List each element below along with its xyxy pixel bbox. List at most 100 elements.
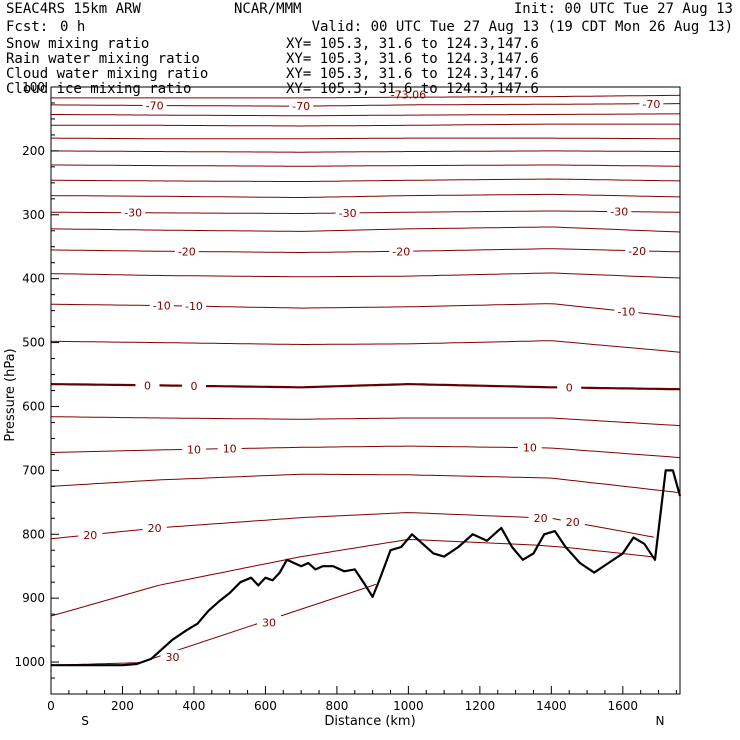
contour-label-bg: [257, 615, 282, 629]
legend-label-cloud-ice: Cloud ice mixing ratio: [6, 81, 191, 97]
x-tick-label: 0: [47, 699, 55, 713]
contour-label: -70: [292, 100, 310, 113]
header-fcst-value: 0 h: [60, 19, 85, 35]
header-valid: Valid: 00 UTC Tue 27 Aug 13 (19 CDT Mon …: [312, 19, 733, 35]
contour-label-bg: [142, 98, 167, 112]
header-fcst-label: Fcst:: [6, 19, 48, 35]
isotherm-line: [51, 164, 680, 167]
contour-label: 30: [262, 616, 276, 629]
contour-label: -30: [610, 206, 628, 219]
isotherm-line: [51, 94, 681, 99]
contour-label-bg: [121, 205, 146, 219]
y-tick-label: 300: [22, 208, 45, 222]
legend-xy-cloud-water: XY= 105.3, 31.6 to 124.3,147.6: [286, 66, 539, 82]
contour-label: -10: [185, 300, 203, 313]
x-tick-label: 200: [111, 699, 134, 713]
x-tick-label: 1400: [536, 699, 567, 713]
contour-label: -30: [339, 207, 357, 220]
x-axis-label: Distance (km): [324, 714, 415, 729]
y-tick-label: 100: [22, 80, 45, 94]
header-org: NCAR/MMM: [234, 1, 301, 17]
contour-label: -70: [146, 100, 164, 113]
isotherm-line: [51, 150, 680, 153]
x-tick-label: 1200: [465, 699, 496, 713]
isotherm-line: [50, 340, 681, 353]
legend-xy-snow: XY= 105.3, 31.6 to 124.3,147.6: [286, 36, 539, 52]
isotherm-line: [51, 137, 681, 140]
isotherm-line: [50, 416, 681, 427]
contour-label: 10: [523, 442, 537, 455]
legend-label-snow: Snow mixing ratio: [6, 36, 149, 52]
x-tick-label: 600: [254, 699, 277, 713]
contour-label: -20: [178, 245, 196, 258]
isotherm-line: [50, 248, 681, 253]
legend-xy-cloud-ice: XY= 105.3, 31.6 to 124.3,147.6: [286, 81, 539, 97]
contour-label: -30: [124, 207, 142, 220]
contour-label: -20: [392, 245, 410, 258]
y-tick-label: 900: [22, 591, 45, 605]
contour-labels: -70 -70 -70 -30 -30 -30 -20 -20 -20 -10 -10 -10 0 0 0 1…: [78, 89, 664, 664]
contour-label-bg: [149, 298, 174, 312]
isotherm-line: [50, 583, 377, 666]
plot-area: -70 -70 -70 -30 -30 -30 -20 -20 -20 -10 -10 -10 0 0 0 1…: [14, 80, 682, 713]
header-init: Init: 00 UTC Tue 27 Aug 13: [514, 1, 733, 17]
isotherm-line: [50, 303, 681, 318]
contour-label: 20: [148, 522, 162, 535]
contour-label-bg: [560, 515, 585, 529]
isotherm-line: [50, 272, 681, 279]
field-legend: Snow mixing ratio XY= 105.3, 31.6 to 124…: [6, 36, 539, 97]
contour-label-bg: [135, 378, 160, 392]
contour-label-bg: [607, 204, 632, 218]
contour-label-bg: [181, 299, 206, 313]
contour-label: 0: [144, 379, 151, 392]
isotherm-line: [51, 113, 681, 117]
isotherm-line: [51, 123, 680, 127]
y-tick-label: 1000: [14, 655, 45, 669]
contour-label-bg: [78, 527, 103, 541]
y-tick-label: 700: [22, 463, 45, 477]
x-tick-label: 1000: [393, 699, 424, 713]
contour-label: -70: [642, 98, 660, 111]
contour-label: 20: [534, 512, 548, 525]
contour-label-bg: [289, 99, 314, 113]
contour-label-bg: [389, 244, 414, 258]
y-tick-label: 200: [22, 144, 45, 158]
y-axis-label: Pressure (hPa): [3, 348, 18, 441]
y-tick-label: 400: [22, 272, 45, 286]
contour-label: 0: [566, 382, 573, 395]
isotherm-line: [50, 226, 681, 233]
contour-label-bg: [625, 243, 650, 257]
contour-label: 0: [190, 380, 197, 393]
contour-label-bg: [335, 205, 360, 219]
x-tick-label: 400: [183, 699, 206, 713]
contour-label: 10: [223, 443, 237, 456]
legend-label-rain: Rain water mixing ratio: [6, 51, 200, 67]
north-label: N: [656, 714, 665, 728]
isotherm-line: [50, 210, 680, 214]
contour-label: -10: [617, 305, 635, 318]
terrain-line: [51, 469, 682, 667]
isotherm-contours: [50, 94, 681, 666]
isotherm-line: [50, 193, 681, 198]
y-tick-label: 600: [22, 399, 45, 413]
isotherm-line: [50, 473, 681, 494]
legend-xy-rain: XY= 105.3, 31.6 to 124.3,147.6: [286, 51, 539, 67]
contour-label: 10: [187, 443, 201, 456]
contour-label-bg: [181, 378, 206, 392]
contour-label-bg: [528, 510, 553, 524]
contour-label-bg: [174, 244, 199, 258]
contour-label: 20: [83, 529, 97, 542]
terrain-profile: [51, 469, 682, 667]
legend-label-cloud-water: Cloud water mixing ratio: [6, 66, 208, 82]
contour-label-bg: [142, 521, 167, 535]
x-tick-label: 1600: [608, 699, 639, 713]
isotherm-line: [51, 178, 681, 182]
header-model: SEAC4RS 15km ARW: [6, 1, 141, 17]
contour-label: -20: [628, 245, 646, 258]
contour-label-bg: [614, 304, 639, 318]
x-tick-label: 800: [325, 699, 348, 713]
y-tick-label: 500: [22, 336, 45, 350]
contour-label-bg: [181, 442, 206, 456]
